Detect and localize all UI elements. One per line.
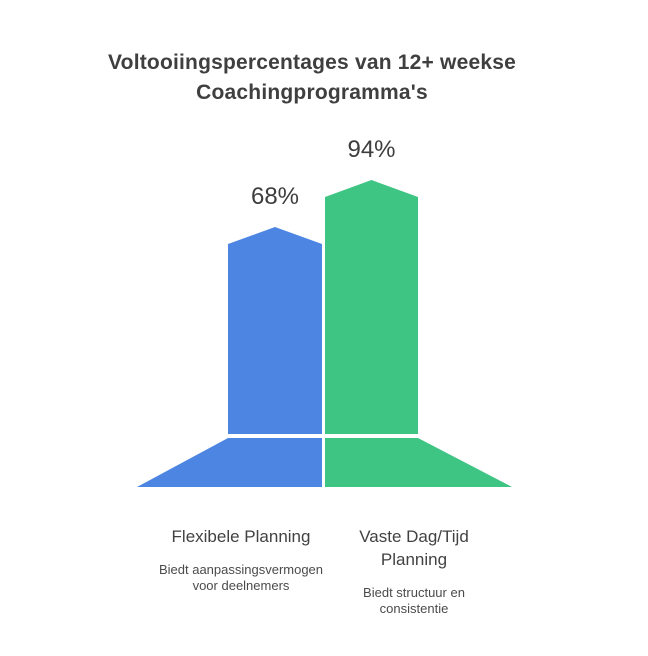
category-description-vaste-dag-tijd: Biedt structuur en consistentie	[363, 585, 465, 616]
value-label-flexibele-planning: 68%	[250, 183, 300, 210]
chart-title: Voltooiingspercentages van 12+ weekse Co…	[108, 51, 516, 104]
bar-base-flexibele-planning	[137, 438, 322, 487]
bar-vaste-dag-tijd	[325, 180, 418, 434]
category-block-flexibele-planning: Flexibele Planning Biedt aanpassingsverm…	[156, 525, 326, 594]
category-block-vaste-dag-tijd: Vaste Dag/Tijd Planning Biedt structuur …	[329, 525, 499, 617]
value-label-vaste-dag-tijd: 94%	[347, 136, 396, 163]
bar-flexibele-planning	[228, 227, 322, 434]
category-description-flexibele-planning: Biedt aanpassingsvermogen voor deelnemer…	[158, 562, 324, 593]
bar-base-vaste-dag-tijd	[325, 438, 512, 487]
category-label-vaste-dag-tijd: Vaste Dag/Tijd Planning	[359, 527, 469, 569]
category-label-flexibele-planning: Flexibele Planning	[171, 527, 311, 546]
